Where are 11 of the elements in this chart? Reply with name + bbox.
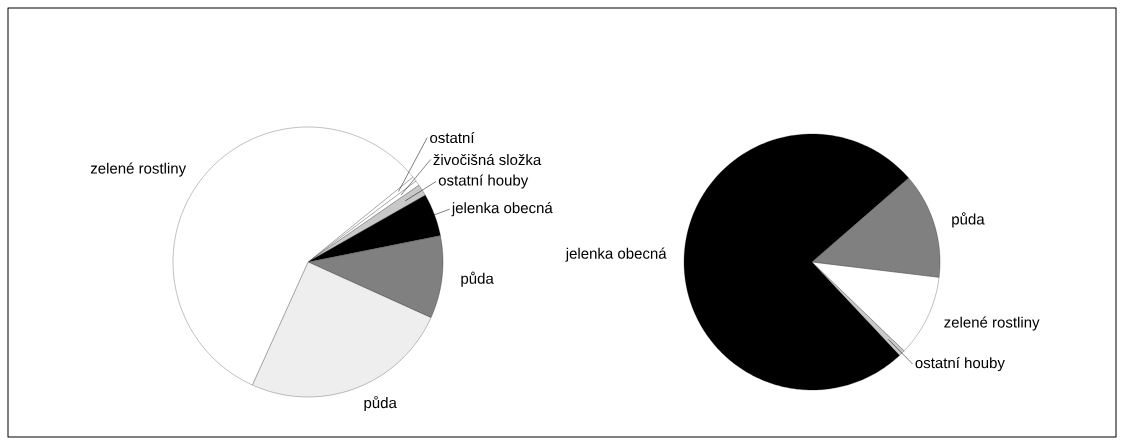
slice-label: jelenka obecná: [451, 202, 553, 217]
slice-label: půda: [364, 395, 397, 412]
slice-label: ostatní houby: [438, 174, 529, 189]
slice-label: půda: [952, 212, 985, 228]
slice-label: ostatní houby: [915, 357, 1005, 372]
slice-label: jelenka obecná: [565, 247, 667, 262]
slice-label: ostatní: [430, 131, 475, 144]
slice-label: zelené rostliny: [944, 316, 1040, 331]
slice-label: zelené rostliny: [90, 162, 187, 177]
slice-label: živočišná složka: [433, 153, 542, 166]
slice-label: půda: [461, 271, 494, 287]
